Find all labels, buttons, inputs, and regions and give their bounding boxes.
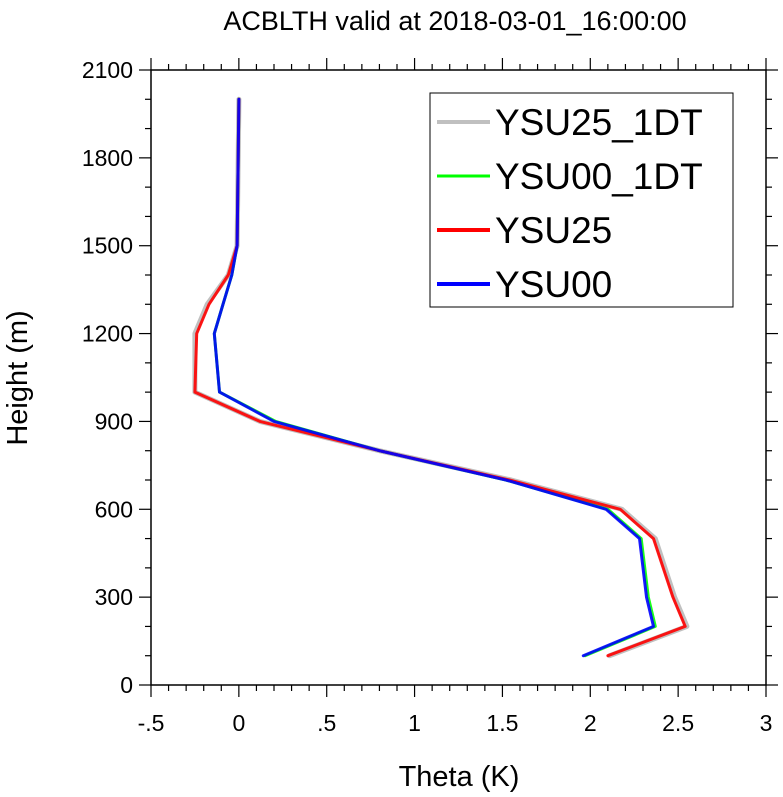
- x-tick-label: 1: [408, 710, 421, 736]
- tick-labels: -.5 0.5 1 1.5 2 2.5 30300600900120015001800210…: [82, 57, 773, 736]
- chart-title: ACBLTH valid at 2018-03-01_16:00:00: [223, 6, 686, 36]
- legend-label-ysu00-1dt: YSU00_1DT: [495, 156, 703, 197]
- legend-label-ysu25-1dt: YSU25_1DT: [495, 102, 703, 143]
- legend-box: [429, 92, 734, 308]
- y-tick-label: 900: [95, 408, 133, 434]
- legend-label-ysu00: YSU00: [495, 264, 612, 305]
- y-tick-label: 600: [95, 496, 133, 522]
- y-tick-label: 1800: [82, 145, 133, 171]
- series-line-ysu25: [193, 97, 687, 658]
- x-tick-label: .5: [317, 710, 336, 736]
- legend: YSU25_1DT YSU00_1DT YSU25 YSU00: [429, 92, 734, 308]
- x-axis-label: Theta (K): [399, 761, 520, 793]
- series-lines: [192, 96, 690, 659]
- y-tick-label: 2100: [82, 57, 133, 83]
- y-tick-label: 1500: [82, 233, 133, 259]
- plot-frame: [150, 69, 767, 686]
- y-tick-label: 1200: [82, 321, 133, 347]
- x-tick-label: 0: [232, 710, 245, 736]
- x-tick-label: 3: [760, 710, 773, 736]
- x-tick-label: 1.5: [486, 710, 518, 736]
- x-tick-label: 2.5: [662, 710, 694, 736]
- x-tick-label: 2: [584, 710, 597, 736]
- legend-label-ysu25: YSU25: [495, 210, 612, 251]
- y-axis-label: Height (m): [2, 310, 34, 445]
- axis-ticks: [139, 58, 778, 697]
- series-line-ysu00: [212, 97, 655, 658]
- y-tick-label: 300: [95, 584, 133, 610]
- y-tick-label: 0: [120, 672, 133, 698]
- x-tick-label: -.5: [138, 710, 165, 736]
